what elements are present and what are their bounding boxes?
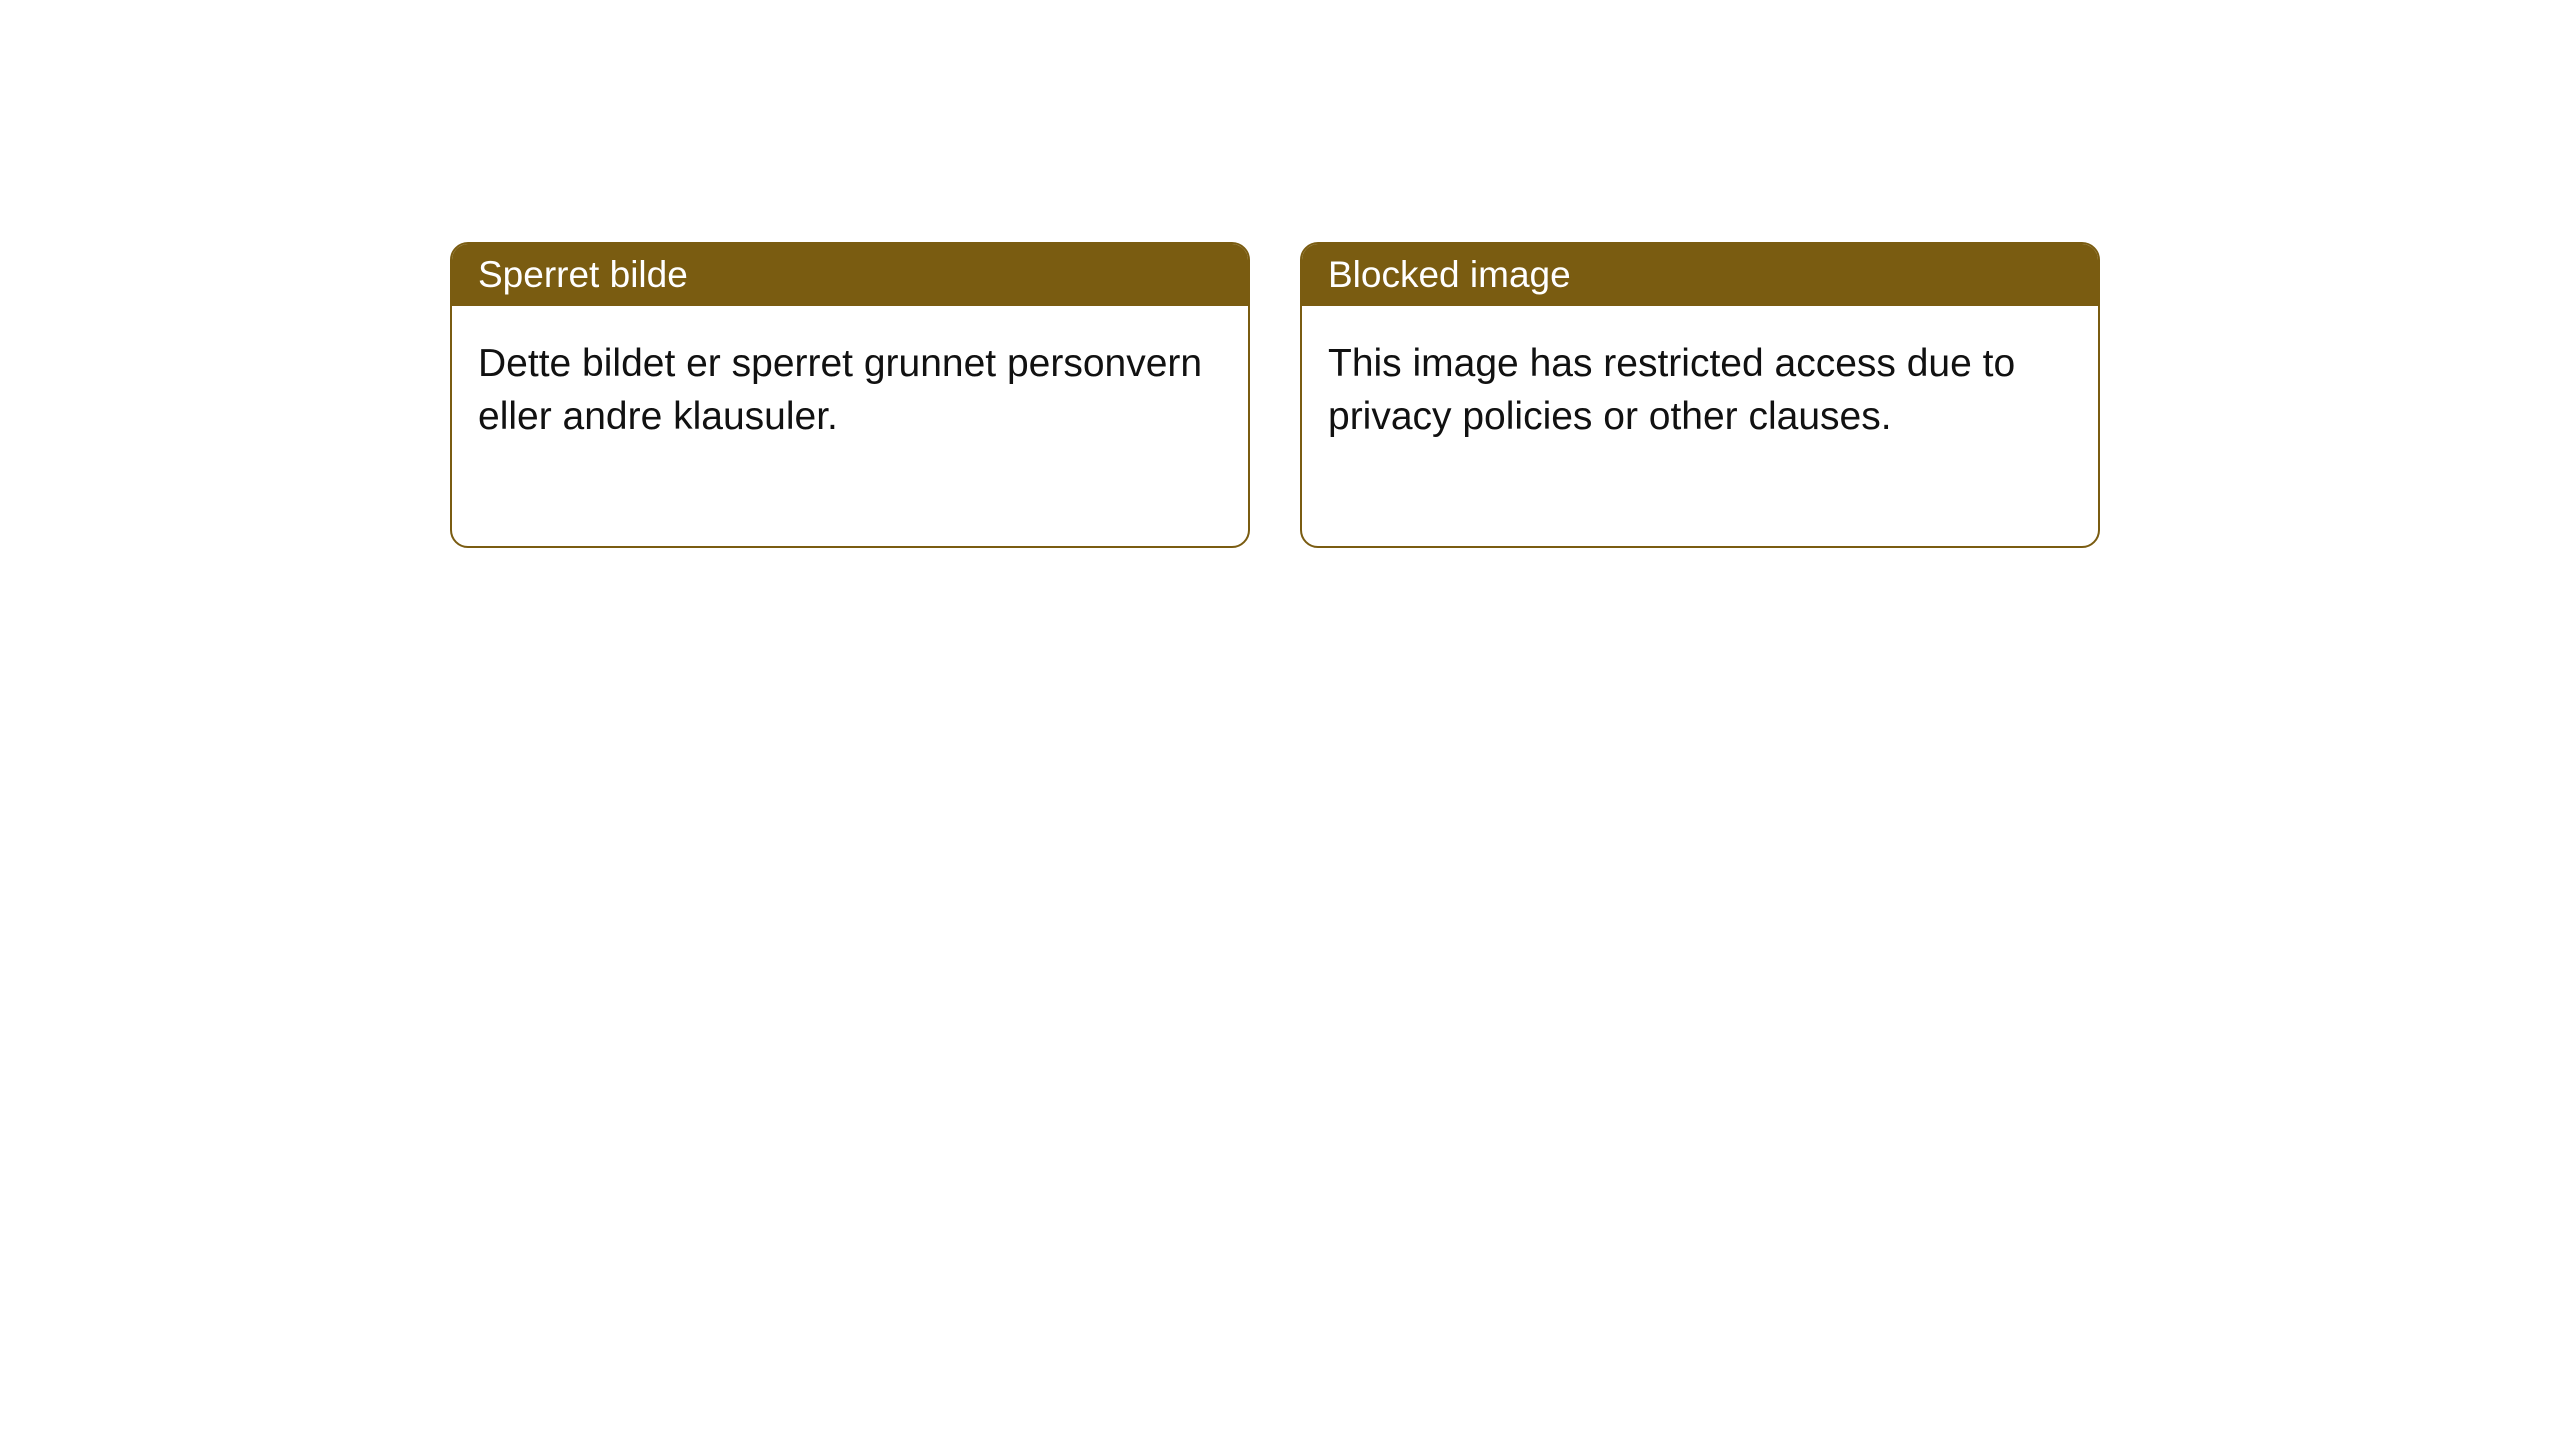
notice-card-en: Blocked image This image has restricted …	[1300, 242, 2100, 548]
card-header-en: Blocked image	[1302, 244, 2098, 306]
card-body-text-en: This image has restricted access due to …	[1328, 342, 2015, 438]
card-title-no: Sperret bilde	[478, 254, 688, 295]
card-body-text-no: Dette bildet er sperret grunnet personve…	[478, 342, 1202, 438]
card-body-no: Dette bildet er sperret grunnet personve…	[452, 306, 1248, 546]
card-body-en: This image has restricted access due to …	[1302, 306, 2098, 546]
card-title-en: Blocked image	[1328, 254, 1571, 295]
notice-cards-row: Sperret bilde Dette bildet er sperret gr…	[450, 242, 2100, 548]
card-header-no: Sperret bilde	[452, 244, 1248, 306]
notice-card-no: Sperret bilde Dette bildet er sperret gr…	[450, 242, 1250, 548]
